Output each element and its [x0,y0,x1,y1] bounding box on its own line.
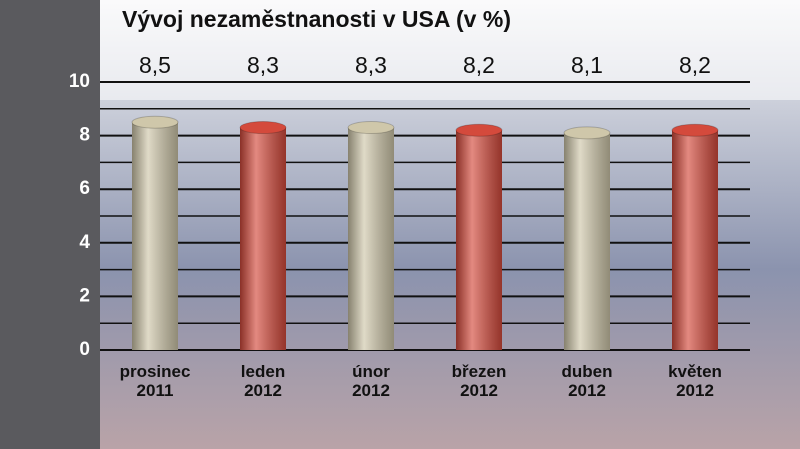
y-tick-label: 2 [79,285,90,306]
y-tick-label: 0 [79,339,90,360]
x-tick-label: leden 2012 [240,362,286,400]
top-band [100,0,800,100]
bar-cap [455,123,503,137]
value-label: 8,3 [247,52,279,78]
x-tick-label: únor 2012 [352,362,390,400]
chart-title: Vývoj nezaměstnanosti v USA (v %) [122,6,511,32]
bar [131,115,179,350]
y-tick-label: 4 [79,232,90,253]
value-label: 8,2 [463,52,495,78]
x-tick-label: březen 2012 [451,362,507,400]
x-tick-label: květen 2012 [668,362,722,400]
bar-cap [347,121,395,135]
y-tick-label: 10 [69,71,90,92]
y-tick-label: 6 [79,178,90,199]
x-tick-label: duben 2012 [561,362,613,400]
x-tick-label: prosinec 2011 [119,362,191,400]
bar [347,121,395,350]
bar-shade [456,130,502,350]
y-tick-label: 8 [79,125,90,146]
bar [563,126,611,350]
bar-shade [348,127,394,350]
bar-shade [672,130,718,350]
bar-shade [240,127,286,350]
bar [455,123,503,350]
bar-cap [563,126,611,140]
bar [671,123,719,350]
bar [239,121,287,350]
bar-shade [132,122,178,350]
bar-shade [564,132,610,350]
bar-cap [239,121,287,135]
bar-cap [131,115,179,129]
value-label: 8,2 [679,52,711,78]
value-label: 8,1 [571,52,603,78]
side-strip [0,0,100,449]
value-label: 8,5 [139,52,171,78]
bar-cap [671,123,719,137]
value-label: 8,3 [355,52,387,78]
